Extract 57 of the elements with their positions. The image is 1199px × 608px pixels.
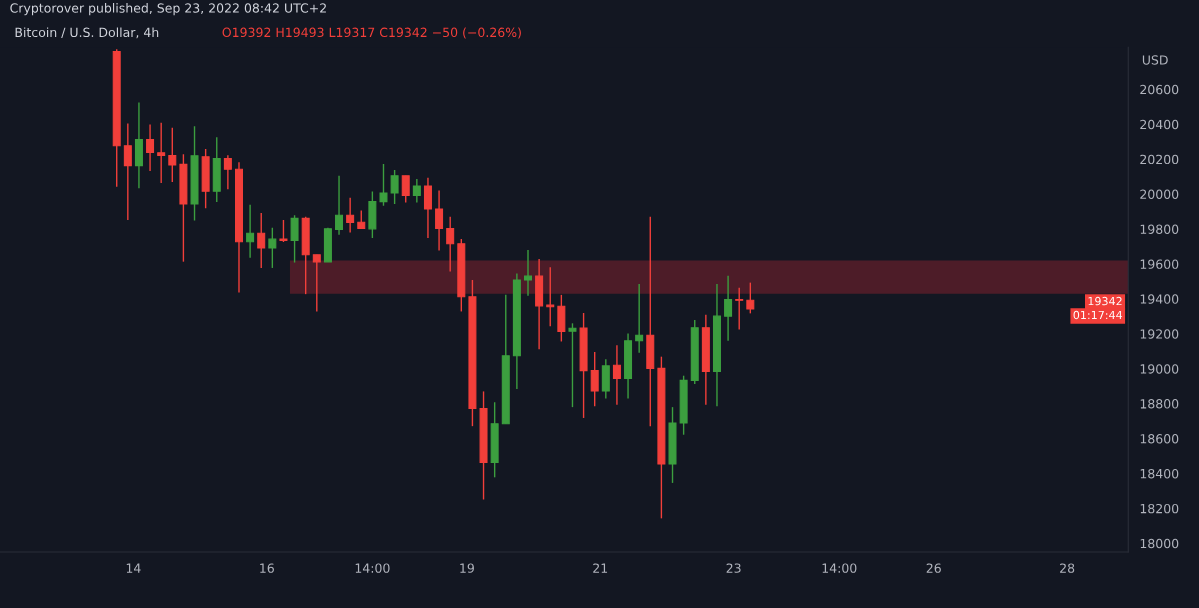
candlestick xyxy=(423,177,432,239)
y-tick-label: 18200 xyxy=(1140,503,1179,514)
y-tick-label: 20400 xyxy=(1140,119,1179,130)
candlestick xyxy=(223,154,232,190)
candlestick xyxy=(390,169,399,205)
candlestick xyxy=(401,175,410,204)
candlestick xyxy=(123,122,132,221)
candlestick xyxy=(379,163,388,207)
candlestick xyxy=(446,216,455,273)
annotation: 19342 xyxy=(1088,296,1122,306)
candlestick xyxy=(524,249,533,297)
y-tick-label: 18400 xyxy=(1140,468,1179,479)
x-tick-label: 16 xyxy=(260,563,274,573)
candlestick xyxy=(146,123,155,172)
x-tick-label: 14 xyxy=(126,563,141,573)
candlestick xyxy=(290,214,299,264)
annotation: 01:17:44 xyxy=(1073,310,1123,320)
x-tick-label: 21 xyxy=(593,563,608,573)
x-tick-label: 19 xyxy=(460,563,474,573)
candlestick xyxy=(435,189,444,252)
candlestick xyxy=(346,197,355,234)
y-tick-label: 19200 xyxy=(1140,329,1179,339)
y-tick-label: 20600 xyxy=(1140,84,1179,95)
candlestick xyxy=(735,287,744,331)
candlestick xyxy=(257,212,266,269)
y-tick-label: 19000 xyxy=(1140,364,1179,374)
candlestick xyxy=(157,121,166,184)
x-tick-label: 26 xyxy=(926,563,941,573)
y-axis-title: USD xyxy=(1142,55,1168,65)
y-tick-label: 18000 xyxy=(1140,538,1179,549)
y-tick-label: 19800 xyxy=(1140,224,1179,234)
chart-title: Bitcoin / U.S. Dollar, 4h xyxy=(15,27,159,39)
candlestick xyxy=(635,283,644,354)
x-tick-label: 23 xyxy=(726,563,741,573)
candlestick xyxy=(590,351,599,407)
x-tick-label: 28 xyxy=(1060,563,1075,573)
candlestick xyxy=(412,178,421,204)
candlestick xyxy=(568,322,577,408)
y-tick-label: 18600 xyxy=(1140,434,1179,444)
y-tick-label: 19600 xyxy=(1140,259,1179,269)
candlestick xyxy=(612,344,621,406)
x-tick-label: 14:00 xyxy=(355,563,390,573)
candlestick xyxy=(279,219,288,243)
text: Cryptorover published, Sep 23, 2022 08:42 UTC+2 xyxy=(10,3,326,16)
candlestick xyxy=(746,281,755,315)
candlestick xyxy=(724,275,733,342)
candlestick xyxy=(335,175,344,236)
x-tick-label: 14:00 xyxy=(822,563,857,573)
chart-subtitle: O19392 H19493 L19317 C19342 −50 (−0.26%) xyxy=(222,27,521,39)
candlestick xyxy=(168,127,177,183)
y-tick-label: 18800 xyxy=(1140,399,1179,409)
y-tick-label: 20000 xyxy=(1140,189,1179,200)
candlestick xyxy=(246,204,255,259)
y-tick-label: 19400 xyxy=(1140,294,1179,304)
candlestick xyxy=(312,253,321,313)
y-tick-label: 20200 xyxy=(1140,154,1179,165)
candlestick xyxy=(268,227,277,269)
